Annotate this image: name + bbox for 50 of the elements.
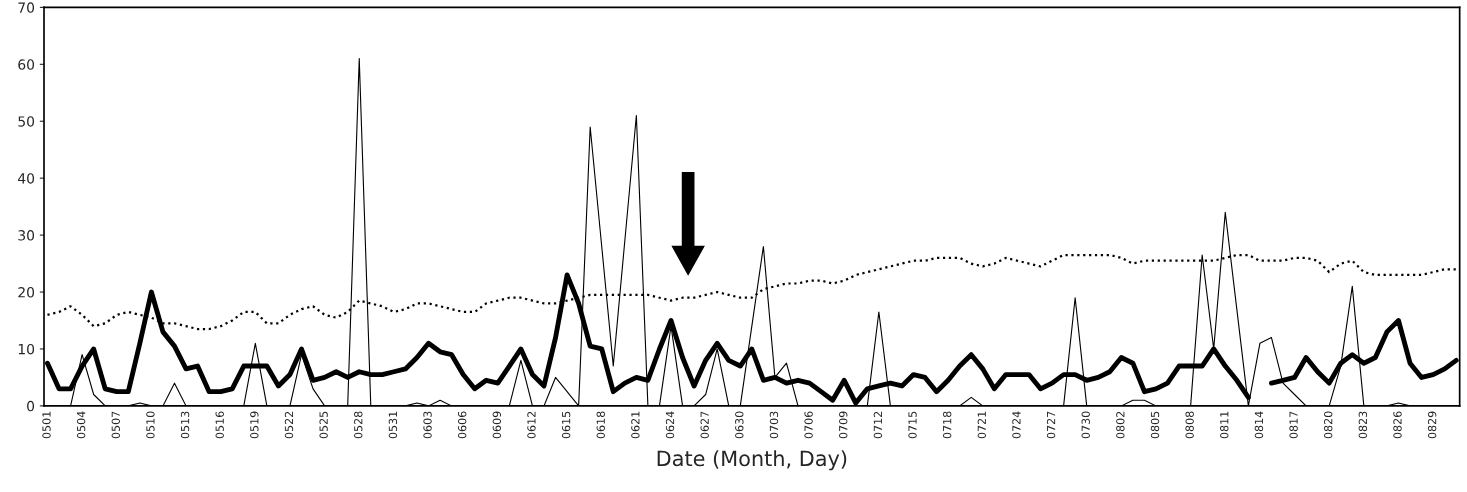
y-tick-label: 50: [18, 116, 35, 127]
x-tick-label: 0715: [908, 411, 917, 439]
y-tick-label: 40: [17, 173, 35, 184]
x-tick-label: 0528: [354, 411, 363, 439]
x-tick-label: 0501: [42, 411, 51, 439]
x-tick-label: 0516: [215, 411, 224, 439]
y-tick-label: 20: [18, 287, 35, 298]
x-tick-label: 0721: [977, 411, 986, 439]
x-tick-label: 0820: [1324, 411, 1333, 439]
x-tick-label: 0718: [942, 411, 952, 439]
y-tick-label: 0: [27, 400, 35, 412]
x-tick-label: 0624: [665, 411, 675, 439]
x-tick-label: 0808: [1185, 411, 1194, 439]
x-tick-label: 0709: [839, 411, 848, 439]
x-axis-title: Date (Month, Day): [657, 450, 847, 471]
x-tick-label: 0817: [1289, 411, 1298, 439]
x-tick-label: 0802: [1116, 411, 1125, 439]
x-tick-label: 0510: [146, 411, 155, 439]
x-tick-label: 0519: [250, 411, 259, 439]
x-tick-label: 0712: [873, 411, 883, 439]
x-tick-label: 0627: [700, 411, 709, 439]
y-tick-label: 60: [18, 59, 35, 70]
x-tick-label: 0531: [388, 411, 398, 439]
x-tick-label: 0823: [1358, 411, 1368, 439]
x-tick-label: 0814: [1254, 411, 1264, 439]
x-tick-label: 0706: [804, 411, 813, 439]
x-tick-label: 0522: [284, 411, 294, 439]
x-tick-label: 0621: [631, 411, 640, 439]
x-tick-label: 0606: [457, 411, 467, 439]
x-tick-label: 0829: [1427, 411, 1437, 439]
x-tick-label: 0826: [1393, 411, 1402, 439]
x-tick-label: 0609: [492, 411, 502, 439]
x-tick-label: 0507: [111, 411, 120, 439]
x-tick-label: 0730: [1081, 411, 1090, 439]
x-tick-label: 0612: [527, 411, 536, 439]
y-tick-label: 10: [18, 343, 35, 355]
x-tick-label: 0615: [561, 411, 571, 439]
x-tick-label: 0504: [76, 411, 86, 439]
y-tick-label: 30: [18, 230, 35, 241]
x-tick-label: 0630: [735, 411, 744, 439]
y-tick-label: 70: [18, 2, 35, 13]
x-tick-label: 0618: [596, 411, 605, 439]
x-tick-label: 0724: [1012, 411, 1021, 439]
x-tick-label: 0603: [423, 411, 432, 439]
x-tick-label: 0703: [769, 411, 779, 439]
x-tick-label: 0727: [1046, 411, 1056, 439]
x-tick-label: 0513: [180, 411, 190, 439]
x-tick-label: 0525: [319, 411, 328, 439]
x-tick-label: 0805: [1150, 411, 1160, 439]
x-tick-label: 0811: [1220, 411, 1229, 439]
